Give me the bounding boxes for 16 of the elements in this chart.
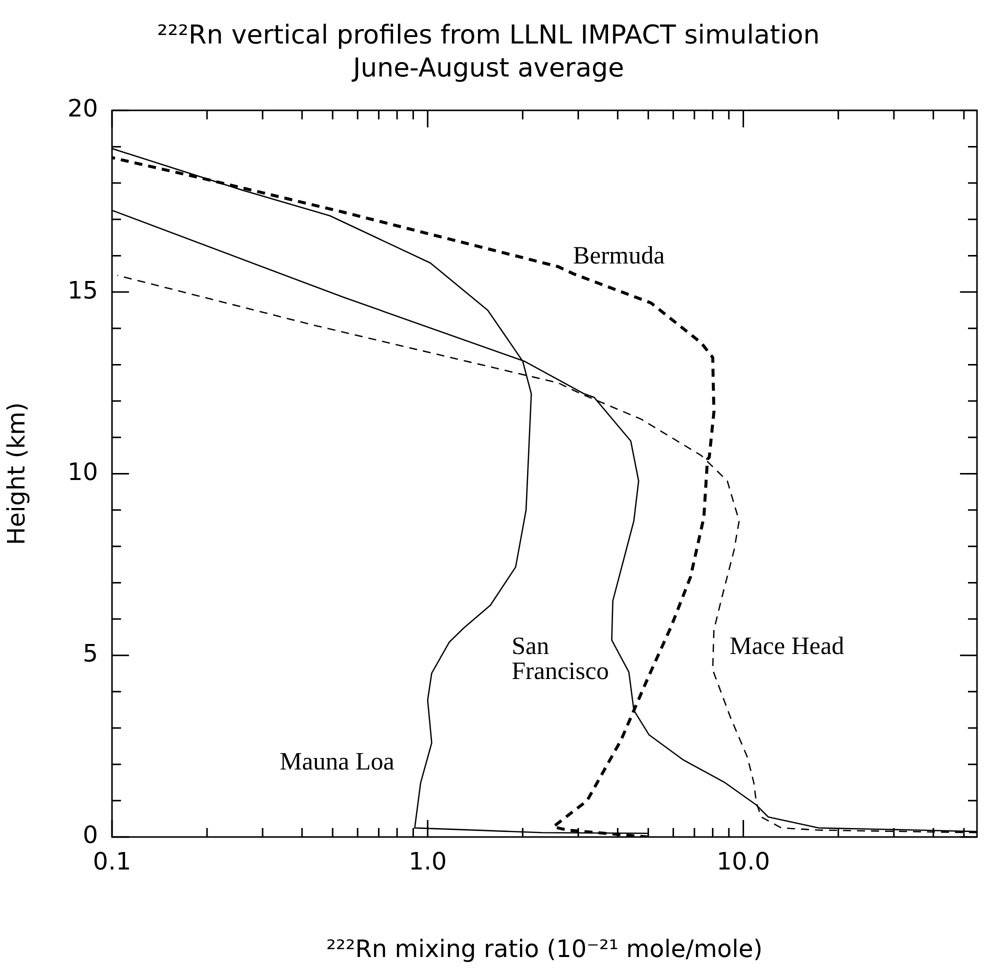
chart-subtitle: June-August average bbox=[350, 54, 624, 84]
y-tick-label: 0 bbox=[82, 821, 98, 850]
y-tick-label: 5 bbox=[82, 640, 98, 668]
series-label: Bermuda bbox=[573, 242, 665, 270]
x-tick-label: 0.1 bbox=[92, 848, 132, 876]
series-label: Mauna Loa bbox=[280, 748, 394, 776]
y-tick-label: 20 bbox=[67, 94, 98, 123]
x-axis-title: ²²²Rn mixing ratio (10⁻²¹ mole/mole) bbox=[326, 934, 763, 963]
y-tick-label: 15 bbox=[67, 276, 98, 304]
series-label: San Francisco bbox=[512, 632, 609, 685]
series-label: Mace Head bbox=[730, 632, 845, 660]
y-axis-title: Height (km) bbox=[2, 402, 31, 546]
y-tick-label: 10 bbox=[67, 458, 98, 486]
x-tick-label: 1.0 bbox=[408, 848, 447, 876]
x-tick-label: 10.0 bbox=[716, 848, 770, 876]
chart-title: ²²²Rn vertical profiles from LLNL IMPACT simulation bbox=[157, 20, 820, 50]
